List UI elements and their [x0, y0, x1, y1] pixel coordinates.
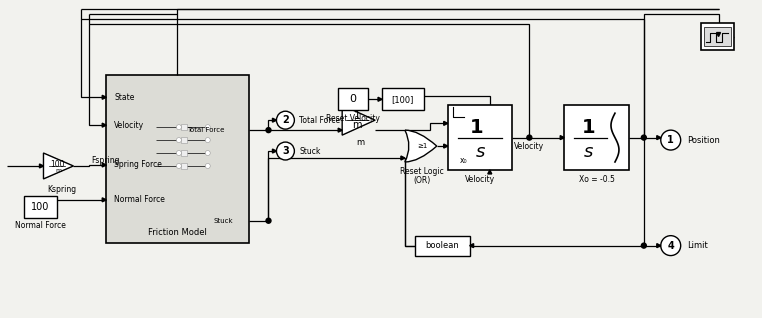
Polygon shape [342, 105, 375, 135]
Circle shape [176, 150, 181, 156]
Text: ≥1: ≥1 [418, 143, 428, 149]
Text: [100]: [100] [392, 95, 414, 104]
Polygon shape [102, 198, 106, 202]
Text: Velocity: Velocity [514, 142, 544, 151]
Text: 1: 1 [581, 118, 595, 137]
FancyBboxPatch shape [106, 75, 248, 243]
Text: (OR): (OR) [413, 176, 431, 185]
Text: 1: 1 [354, 111, 360, 121]
Text: Kspring: Kspring [46, 185, 76, 194]
Polygon shape [401, 156, 405, 160]
FancyBboxPatch shape [181, 137, 187, 143]
FancyBboxPatch shape [382, 88, 424, 110]
Polygon shape [657, 135, 661, 140]
Circle shape [205, 163, 210, 169]
Polygon shape [443, 121, 448, 125]
Text: Fspring: Fspring [91, 156, 120, 165]
Text: Reset Velocity: Reset Velocity [326, 114, 380, 123]
Polygon shape [338, 128, 342, 132]
Text: boolean: boolean [425, 241, 459, 250]
Text: 1: 1 [470, 118, 484, 137]
Circle shape [277, 111, 294, 129]
Polygon shape [488, 170, 491, 174]
Text: Stuck: Stuck [213, 218, 233, 224]
Text: m: m [56, 169, 62, 173]
Polygon shape [43, 153, 73, 179]
FancyBboxPatch shape [564, 105, 629, 170]
Polygon shape [102, 95, 106, 99]
Text: Friction Model: Friction Model [148, 228, 207, 237]
Polygon shape [378, 97, 382, 101]
Text: s: s [584, 143, 594, 161]
FancyBboxPatch shape [448, 105, 512, 170]
Circle shape [205, 125, 210, 130]
Text: 100: 100 [50, 161, 65, 169]
Circle shape [661, 236, 680, 256]
Text: 0: 0 [350, 94, 357, 104]
Circle shape [176, 125, 181, 130]
Circle shape [176, 163, 181, 169]
Polygon shape [273, 149, 277, 153]
Polygon shape [443, 144, 448, 148]
FancyBboxPatch shape [181, 163, 187, 169]
FancyBboxPatch shape [338, 88, 368, 110]
Text: Position: Position [687, 135, 719, 145]
Text: Stuck: Stuck [299, 147, 321, 156]
Text: Xo = -0.5: Xo = -0.5 [578, 176, 614, 184]
Circle shape [266, 218, 271, 223]
Polygon shape [560, 135, 564, 140]
Polygon shape [469, 244, 474, 248]
Polygon shape [716, 32, 721, 37]
Circle shape [661, 130, 680, 150]
Polygon shape [273, 118, 277, 122]
Text: 2: 2 [282, 115, 289, 125]
Text: Total Force: Total Force [299, 116, 341, 125]
FancyBboxPatch shape [703, 27, 732, 46]
Text: State: State [114, 93, 135, 102]
Text: m: m [352, 120, 362, 130]
Text: Velocity: Velocity [465, 176, 495, 184]
Text: Normal Force: Normal Force [114, 195, 165, 204]
Text: Velocity: Velocity [114, 121, 144, 130]
Polygon shape [40, 164, 43, 168]
Text: 4: 4 [668, 241, 674, 251]
FancyBboxPatch shape [181, 150, 187, 156]
Text: 100: 100 [31, 202, 50, 212]
PathPatch shape [405, 130, 437, 162]
Circle shape [277, 142, 294, 160]
Circle shape [205, 138, 210, 142]
Text: s: s [475, 143, 485, 161]
Circle shape [266, 128, 271, 133]
Circle shape [642, 243, 646, 248]
Text: m: m [356, 138, 364, 147]
FancyBboxPatch shape [24, 196, 57, 218]
FancyBboxPatch shape [181, 124, 187, 130]
Text: Normal Force: Normal Force [15, 221, 66, 230]
Polygon shape [657, 244, 661, 248]
FancyBboxPatch shape [415, 236, 469, 256]
Circle shape [176, 138, 181, 142]
Circle shape [527, 135, 532, 140]
Text: Spring Force: Spring Force [114, 161, 162, 169]
Text: 3: 3 [282, 146, 289, 156]
Polygon shape [102, 123, 106, 127]
Circle shape [642, 135, 646, 140]
Text: Total Force: Total Force [187, 127, 224, 133]
Text: x₀: x₀ [459, 156, 467, 165]
Text: Reset Logic: Reset Logic [400, 168, 443, 176]
Text: Limit: Limit [687, 241, 707, 250]
Polygon shape [102, 163, 106, 167]
Circle shape [205, 150, 210, 156]
FancyBboxPatch shape [700, 23, 735, 51]
Text: 1: 1 [668, 135, 674, 145]
